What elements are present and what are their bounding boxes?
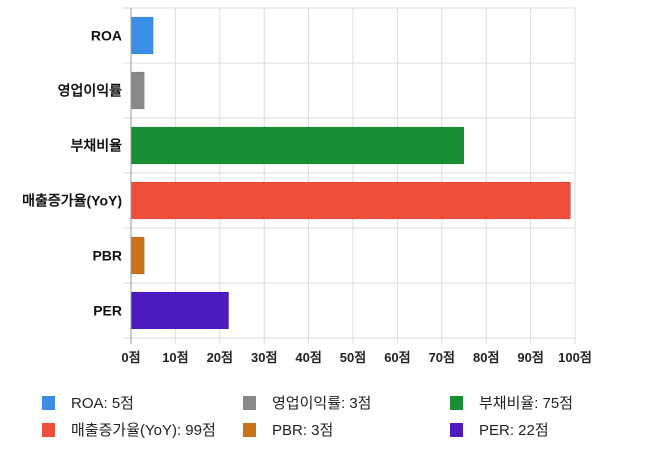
legend-label: 영업이익률: 3점 — [272, 395, 372, 412]
bar-4 — [130, 236, 145, 275]
y-category-label: 부채비율 — [70, 138, 122, 154]
x-tick-label: 60점 — [384, 350, 410, 365]
y-category-label: PBR — [92, 248, 122, 264]
legend-label: 매출증가율(YoY): 99점 — [71, 422, 216, 439]
legend-swatch — [243, 395, 256, 410]
y-category-label: PER — [93, 303, 122, 319]
bar-5 — [130, 291, 230, 330]
legend-label: 부채비율: 75점 — [479, 395, 574, 412]
legend-item: PER: 22점 — [450, 419, 549, 440]
legend-item: 부채비율: 75점 — [450, 392, 573, 413]
bar-3 — [130, 181, 572, 220]
legend-label: PER: 22점 — [479, 422, 549, 439]
x-tick-label: 10점 — [162, 350, 188, 365]
legend-swatch — [450, 395, 463, 410]
legend-swatch — [243, 422, 256, 437]
bar-1 — [130, 71, 145, 110]
y-category-label: ROA — [91, 28, 122, 44]
x-tick-label: 100점 — [558, 350, 592, 365]
x-tick-label: 30점 — [251, 350, 277, 365]
legend-item: PBR: 3점 — [243, 419, 333, 440]
x-tick-label: 80점 — [473, 350, 499, 365]
x-tick-label: 20점 — [207, 350, 233, 365]
bar-0 — [130, 16, 154, 55]
x-tick-label: 40점 — [295, 350, 321, 365]
legend-item: ROA: 5점 — [42, 392, 134, 413]
legend-item: 영업이익률: 3점 — [243, 392, 371, 413]
legend-swatch — [42, 422, 55, 437]
legend-swatch — [450, 422, 463, 437]
legend-label: ROA: 5점 — [71, 395, 134, 412]
x-tick-label: 70점 — [429, 350, 455, 365]
x-tick-label: 0점 — [121, 350, 140, 365]
legend-label: PBR: 3점 — [272, 422, 334, 439]
legend-item: 매출증가율(YoY): 99점 — [42, 419, 216, 440]
bar-chart: 0점 10점 20점 30점 40점 50점 60점 70점 80점 90점 100점 ROA 영업이익… — [22, 7, 592, 365]
legend-swatch — [42, 395, 55, 410]
y-category-label: 영업이익률 — [58, 83, 123, 99]
x-tick-label: 50점 — [340, 350, 366, 365]
y-category-label: 매출증가율(YoY) — [22, 193, 122, 209]
bar-2 — [130, 126, 465, 165]
x-tick-label: 90점 — [517, 350, 543, 365]
